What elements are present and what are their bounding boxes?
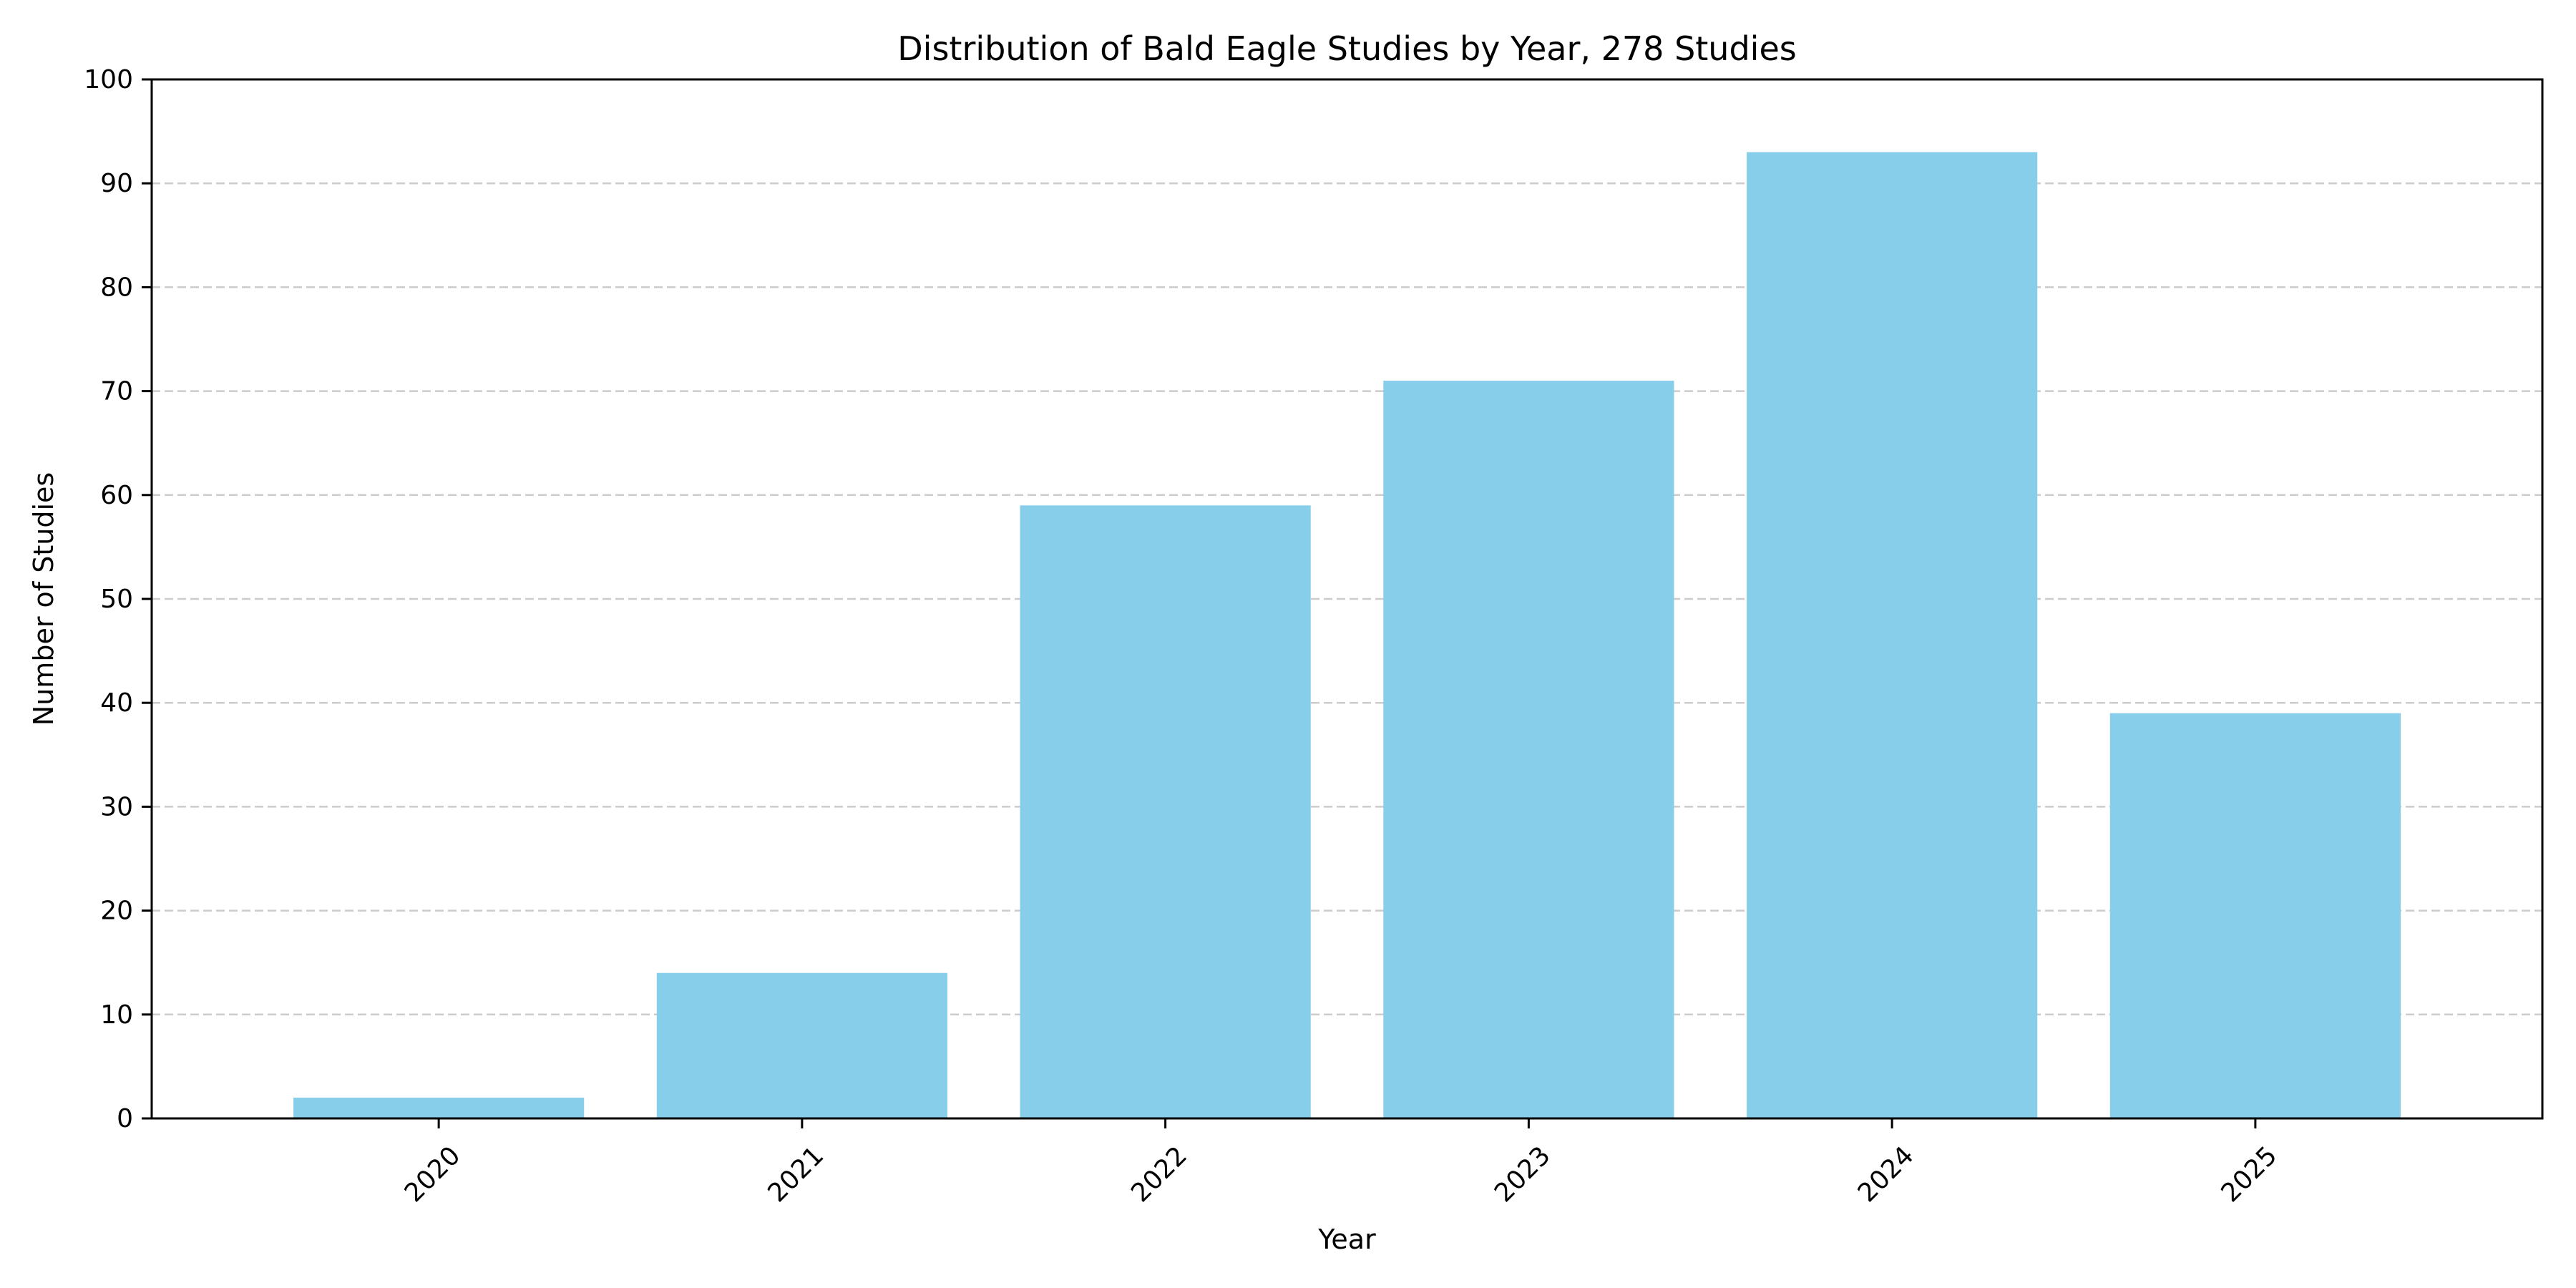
x-axis-label: Year	[1317, 1224, 1376, 1255]
bar-2022	[1020, 505, 1311, 1118]
y-tick-label: 10	[100, 1000, 133, 1030]
y-tick-label: 40	[100, 688, 133, 718]
chart-title: Distribution of Bald Eagle Studies by Ye…	[897, 29, 1796, 68]
y-tick-label: 0	[117, 1104, 133, 1133]
bar-2025	[2109, 713, 2401, 1118]
bars	[293, 152, 2401, 1118]
bar-2020	[293, 1097, 585, 1118]
y-tick-label: 70	[100, 377, 133, 406]
y-tick-label: 20	[100, 897, 133, 926]
y-tick-label: 100	[84, 65, 133, 94]
bar-2023	[1383, 381, 1674, 1118]
y-axis-ticks: 0 10 20 30 40 50 60 70 80 90 100	[84, 65, 152, 1133]
y-tick-label: 90	[100, 169, 133, 198]
y-tick-label: 60	[100, 481, 133, 510]
bar-2021	[656, 972, 947, 1118]
y-tick-label: 30	[100, 792, 133, 821]
y-axis-label: Number of Studies	[28, 472, 59, 726]
y-tick-label: 80	[100, 273, 133, 302]
y-tick-label: 50	[100, 585, 133, 614]
bar-2024	[1747, 152, 2038, 1118]
